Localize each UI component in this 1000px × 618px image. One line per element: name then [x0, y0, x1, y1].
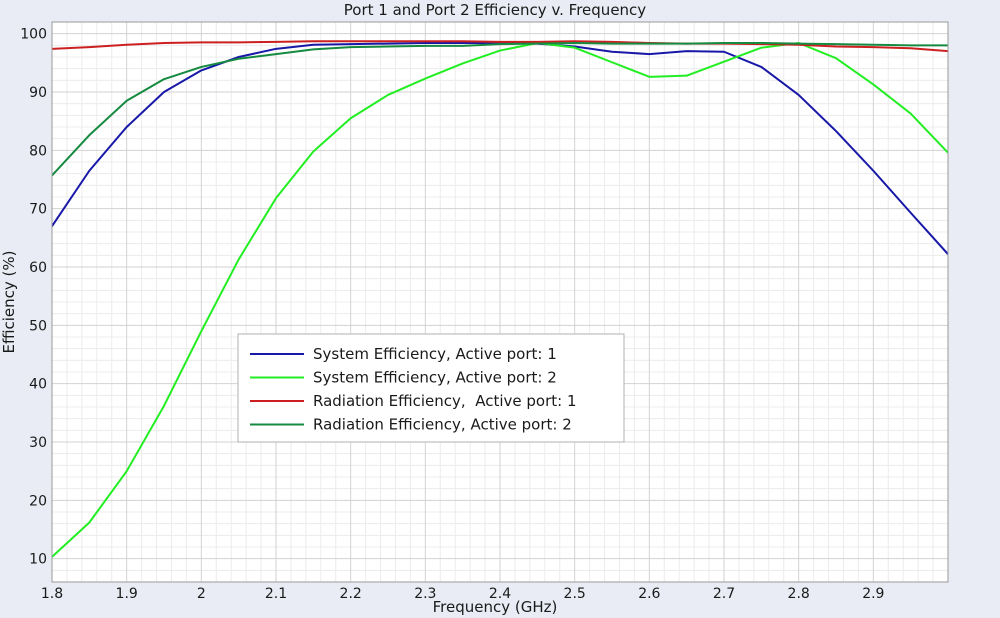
x-tick-label: 2.8 [788, 586, 810, 602]
y-tick-label: 60 [29, 260, 47, 276]
y-tick-label: 80 [29, 143, 47, 159]
x-tick-label: 2.6 [638, 586, 660, 602]
y-tick-label: 50 [29, 318, 47, 334]
y-tick-label: 100 [20, 27, 47, 43]
x-tick-label: 2.1 [265, 586, 287, 602]
y-axis-ticks: 10 20 30 40 50 60 70 80 90 100 [20, 27, 47, 568]
legend-label-4: Radiation Efficiency, Active port: 2 [313, 416, 572, 434]
x-tick-label: 2.5 [564, 586, 586, 602]
x-tick-label: 2.3 [414, 586, 436, 602]
series-line-3 [52, 40, 948, 53]
x-tick-label: 2.2 [340, 586, 362, 602]
y-tick-label: 30 [29, 435, 47, 451]
y-axis-label: Efficiency (%) [0, 251, 18, 354]
legend-label-3: Radiation Efficiency, Active port: 1 [313, 392, 577, 410]
y-tick-label: 40 [29, 377, 47, 393]
legend-label-2: System Efficiency, Active port: 2 [313, 369, 557, 387]
x-tick-label: 1.9 [116, 586, 138, 602]
x-tick-label: 1.8 [41, 586, 63, 602]
legend: System Efficiency, Active port: 1 System … [237, 333, 625, 443]
y-tick-label: 20 [29, 493, 47, 509]
series-line-1 [52, 42, 948, 256]
major-gridlines [52, 22, 948, 582]
chart-title: Port 1 and Port 2 Efficiency v. Frequenc… [344, 1, 647, 19]
legend-label-1: System Efficiency, Active port: 1 [313, 345, 557, 363]
x-axis-label: Frequency (GHz) [433, 598, 558, 616]
x-tick-label: 2.4 [489, 586, 511, 602]
y-tick-label: 10 [29, 552, 47, 568]
x-tick-label: 2 [197, 586, 206, 602]
x-tick-label: 2.9 [862, 586, 884, 602]
y-tick-label: 70 [29, 202, 47, 218]
y-tick-label: 90 [29, 85, 47, 101]
series-line-4 [52, 42, 948, 177]
series-lines [52, 40, 948, 558]
x-tick-label: 2.7 [713, 586, 735, 602]
x-axis-ticks: 1.8 1.9 2 2.1 2.2 2.3 2.4 2.5 2.6 2.7 2.8 2.9 [41, 586, 885, 602]
plot-border [51, 21, 949, 583]
